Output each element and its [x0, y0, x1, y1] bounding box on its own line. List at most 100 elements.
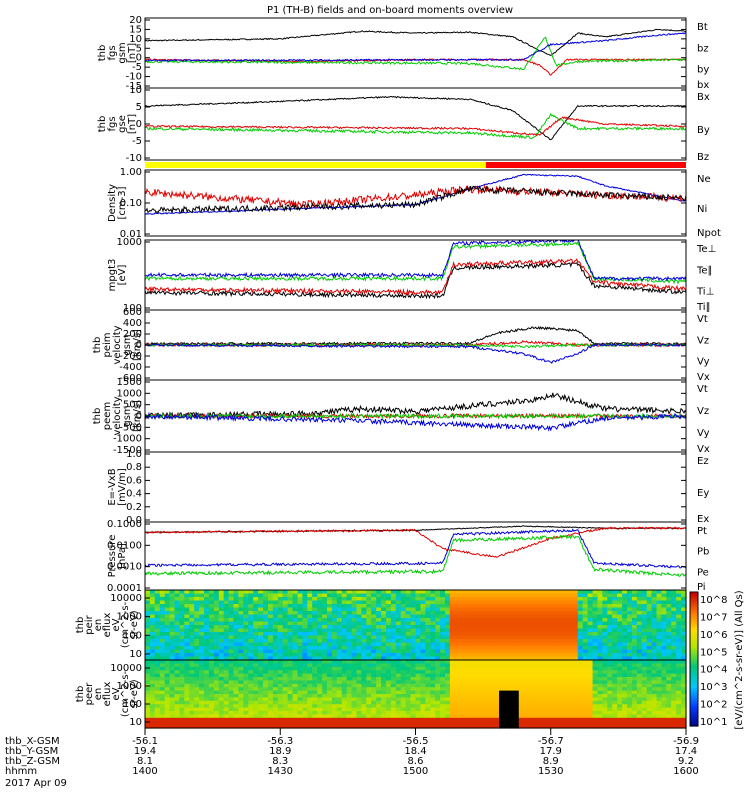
- spec-cell: [563, 635, 569, 640]
- spec-cell: [627, 600, 633, 605]
- spec-cell: [336, 639, 343, 644]
- spec-cell: [548, 649, 554, 654]
- spec-cell: [268, 690, 274, 695]
- spec-cell: [351, 590, 358, 595]
- spec-cell: [390, 714, 397, 719]
- spec-cell: [277, 649, 284, 654]
- spec-cell: [371, 632, 377, 637]
- spec-cell: [268, 714, 274, 719]
- spec-cell: [233, 649, 239, 654]
- spec-cell: [489, 621, 495, 626]
- spec-cell: [415, 677, 421, 681]
- spec-cell: [656, 721, 662, 726]
- spec-cell: [651, 687, 658, 692]
- spec-cell: [248, 721, 254, 726]
- spec-cell: [523, 717, 530, 722]
- spec-cell: [199, 707, 205, 712]
- xaxis-date: 2017 Apr 09: [5, 778, 67, 789]
- spec-cell: [474, 673, 480, 678]
- spec-cell: [356, 649, 362, 654]
- spec-cell: [145, 600, 151, 605]
- spec-cell: [528, 704, 535, 709]
- spec-cell: [213, 656, 220, 661]
- spec-cell: [568, 656, 574, 661]
- spec-cell: [223, 673, 230, 678]
- spec-cell: [189, 717, 195, 722]
- spec-cell: [317, 625, 323, 630]
- spec-cell: [351, 611, 358, 616]
- spec-cell: [543, 721, 549, 726]
- spec-cell: [612, 683, 618, 688]
- spec-cell: [449, 663, 456, 668]
- spec-cell: [184, 690, 190, 695]
- spec-cell: [263, 694, 269, 698]
- spec-cell: [233, 717, 239, 722]
- spec-cell: [528, 590, 535, 595]
- spec-cell: [248, 632, 254, 637]
- colorbar-cell: [690, 699, 698, 703]
- spec-cell: [425, 663, 431, 668]
- spec-cell: [346, 717, 353, 722]
- spec-cell: [656, 632, 662, 637]
- spec-cell: [617, 639, 623, 644]
- spec-cell: [228, 683, 235, 688]
- spec-cell: [218, 625, 225, 630]
- spec-cell: [651, 721, 658, 726]
- spec-cell: [597, 628, 603, 633]
- spec-cell: [145, 694, 151, 698]
- spec-cell: [154, 721, 161, 726]
- spec-cell: [528, 690, 535, 695]
- spec-cell: [317, 656, 323, 661]
- spec-cell: [622, 660, 628, 664]
- spec-cell: [449, 687, 456, 692]
- spec-cell: [361, 663, 367, 668]
- spec-cell: [631, 656, 638, 661]
- spec-cell: [617, 683, 623, 688]
- spec-cell: [572, 677, 579, 681]
- legend-Pi: Pi: [697, 582, 706, 593]
- spec-cell: [248, 649, 254, 654]
- spec-cell: [312, 680, 318, 685]
- spec-cell: [636, 600, 643, 605]
- spec-cell: [558, 590, 564, 595]
- spec-cell: [577, 697, 584, 702]
- spec-cell: [351, 707, 358, 712]
- spec-cell: [513, 714, 520, 719]
- colorbar-cell: [690, 665, 698, 669]
- spec-cell: [233, 670, 239, 675]
- spec-cell: [454, 618, 461, 623]
- spec-cell: [617, 680, 623, 685]
- spec-cell: [592, 625, 599, 630]
- spec-cell: [577, 694, 584, 698]
- spec-cell: [199, 618, 205, 623]
- spec-cell: [376, 687, 382, 692]
- spec-cell: [268, 663, 274, 668]
- spec-cell: [469, 611, 476, 616]
- spec-cell: [346, 646, 353, 651]
- spec-cell: [631, 680, 638, 685]
- spec-cell: [622, 694, 628, 698]
- spec-cell: [548, 604, 554, 609]
- spec-cell: [464, 639, 471, 644]
- spec-cell: [336, 724, 343, 729]
- spec-cell: [400, 625, 407, 630]
- spec-cell: [327, 649, 333, 654]
- spec-cell: [577, 673, 584, 678]
- spec-cell: [469, 666, 476, 671]
- spec-cell: [287, 590, 294, 595]
- spec-cell: [582, 635, 589, 640]
- spec-cell: [169, 690, 176, 695]
- spec-cell: [292, 687, 298, 692]
- series-peem-velocity-Vx: [145, 411, 686, 432]
- spec-cell: [297, 593, 303, 598]
- spec-cell: [395, 656, 402, 661]
- spec-cell: [548, 656, 554, 661]
- spec-cell: [400, 600, 407, 605]
- spec-cell: [174, 625, 180, 630]
- spec-cell: [676, 680, 682, 685]
- spec-cell: [420, 642, 426, 647]
- spec-cell: [346, 649, 353, 654]
- spec-cell: [425, 649, 431, 654]
- spec-cell: [194, 621, 200, 626]
- spec-cell: [681, 597, 687, 602]
